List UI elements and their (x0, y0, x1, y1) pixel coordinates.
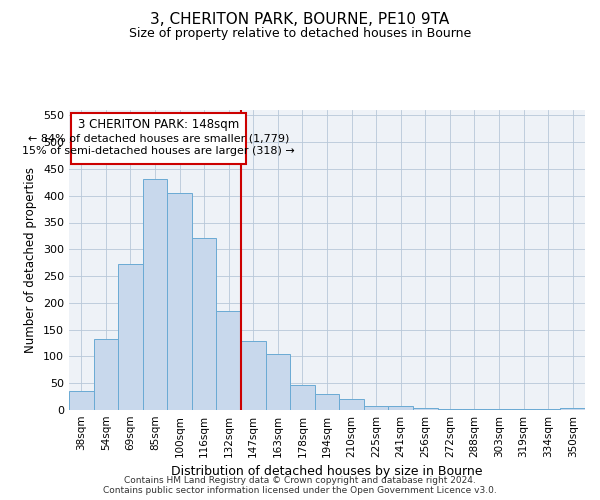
Bar (536, 409, 560, 410)
Text: Contains public sector information licensed under the Open Government Licence v3: Contains public sector information licen… (103, 486, 497, 495)
Bar (167, 193, 192, 410)
Bar (511, 409, 536, 410)
Bar (94, 339, 118, 410)
Bar (69, 391, 94, 410)
Bar (437, 409, 462, 410)
Bar (364, 406, 388, 410)
Text: Contains HM Land Registry data © Crown copyright and database right 2024.: Contains HM Land Registry data © Crown c… (124, 476, 476, 485)
Y-axis label: Number of detached properties: Number of detached properties (25, 167, 37, 353)
Bar (118, 264, 143, 410)
Bar (462, 409, 487, 410)
Text: 3 CHERITON PARK: 148sqm: 3 CHERITON PARK: 148sqm (78, 118, 239, 131)
Bar (217, 312, 241, 410)
Bar (388, 406, 413, 410)
Bar (266, 354, 290, 410)
Bar (315, 394, 339, 410)
Text: Size of property relative to detached houses in Bourne: Size of property relative to detached ho… (129, 28, 471, 40)
Bar (290, 386, 315, 410)
Bar (143, 178, 167, 410)
Bar (71, 112, 246, 164)
Bar (241, 342, 266, 410)
Text: 3, CHERITON PARK, BOURNE, PE10 9TA: 3, CHERITON PARK, BOURNE, PE10 9TA (151, 12, 449, 28)
Text: ← 84% of detached houses are smaller (1,779): ← 84% of detached houses are smaller (1,… (28, 133, 289, 143)
X-axis label: Distribution of detached houses by size in Bourne: Distribution of detached houses by size … (171, 466, 483, 478)
Bar (192, 238, 217, 410)
Bar (487, 409, 511, 410)
Bar (413, 408, 437, 410)
Bar (339, 400, 364, 410)
Text: 15% of semi-detached houses are larger (318) →: 15% of semi-detached houses are larger (… (22, 146, 295, 156)
Bar (560, 408, 585, 410)
